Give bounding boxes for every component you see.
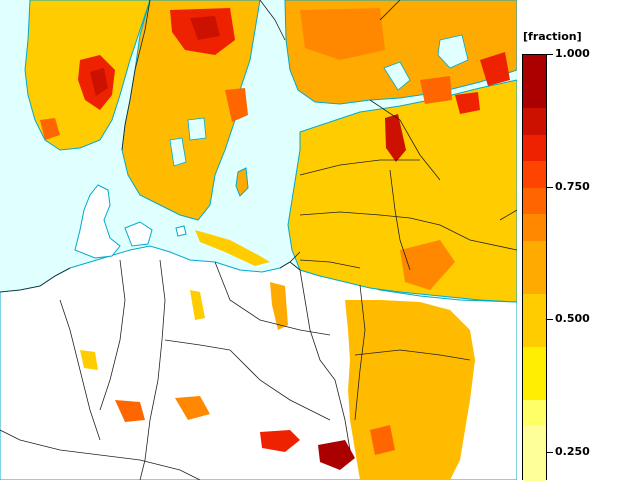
colorbar-tick-label: 0.250 — [555, 445, 590, 458]
colorbar-band — [523, 187, 546, 215]
colorbar — [522, 54, 547, 481]
legend-panel: [fraction] 1.000 0.750 0.500 0.250 — [517, 0, 640, 481]
denmark-land — [74, 184, 121, 259]
colorbar-band — [523, 55, 546, 109]
colorbar-tick — [547, 54, 553, 55]
colorbar-band — [523, 346, 546, 400]
zealand-island — [124, 221, 153, 247]
map-panel — [0, 0, 517, 480]
legend-title: [fraction] — [523, 30, 582, 43]
colorbar-tick — [547, 452, 553, 453]
colorbar-tick-label: 1.000 — [555, 47, 590, 60]
mountain-patches — [80, 282, 355, 470]
colorbar-tick — [547, 186, 553, 188]
colorbar-band — [523, 134, 546, 162]
colorbar-band — [523, 293, 546, 347]
baltic-russia-land — [287, 79, 517, 303]
colorbar-band — [523, 108, 546, 135]
bornholm-island — [175, 225, 187, 237]
lakes — [169, 34, 469, 167]
country-boundaries — [0, 0, 517, 480]
colorbar-tick-label: 0.750 — [555, 179, 590, 193]
gotland-island — [235, 167, 249, 197]
colorbar-band — [523, 399, 546, 427]
colorbar-tick-label: 0.500 — [555, 312, 590, 326]
colorbar-band — [523, 214, 546, 241]
colorbar-band — [523, 240, 546, 294]
colorbar-tick — [547, 319, 553, 321]
coastal-band — [195, 230, 270, 266]
colorbar-band — [523, 426, 546, 481]
fraction-map — [0, 0, 517, 480]
colorbar-band — [523, 161, 546, 188]
high-fraction-patches — [40, 8, 510, 455]
